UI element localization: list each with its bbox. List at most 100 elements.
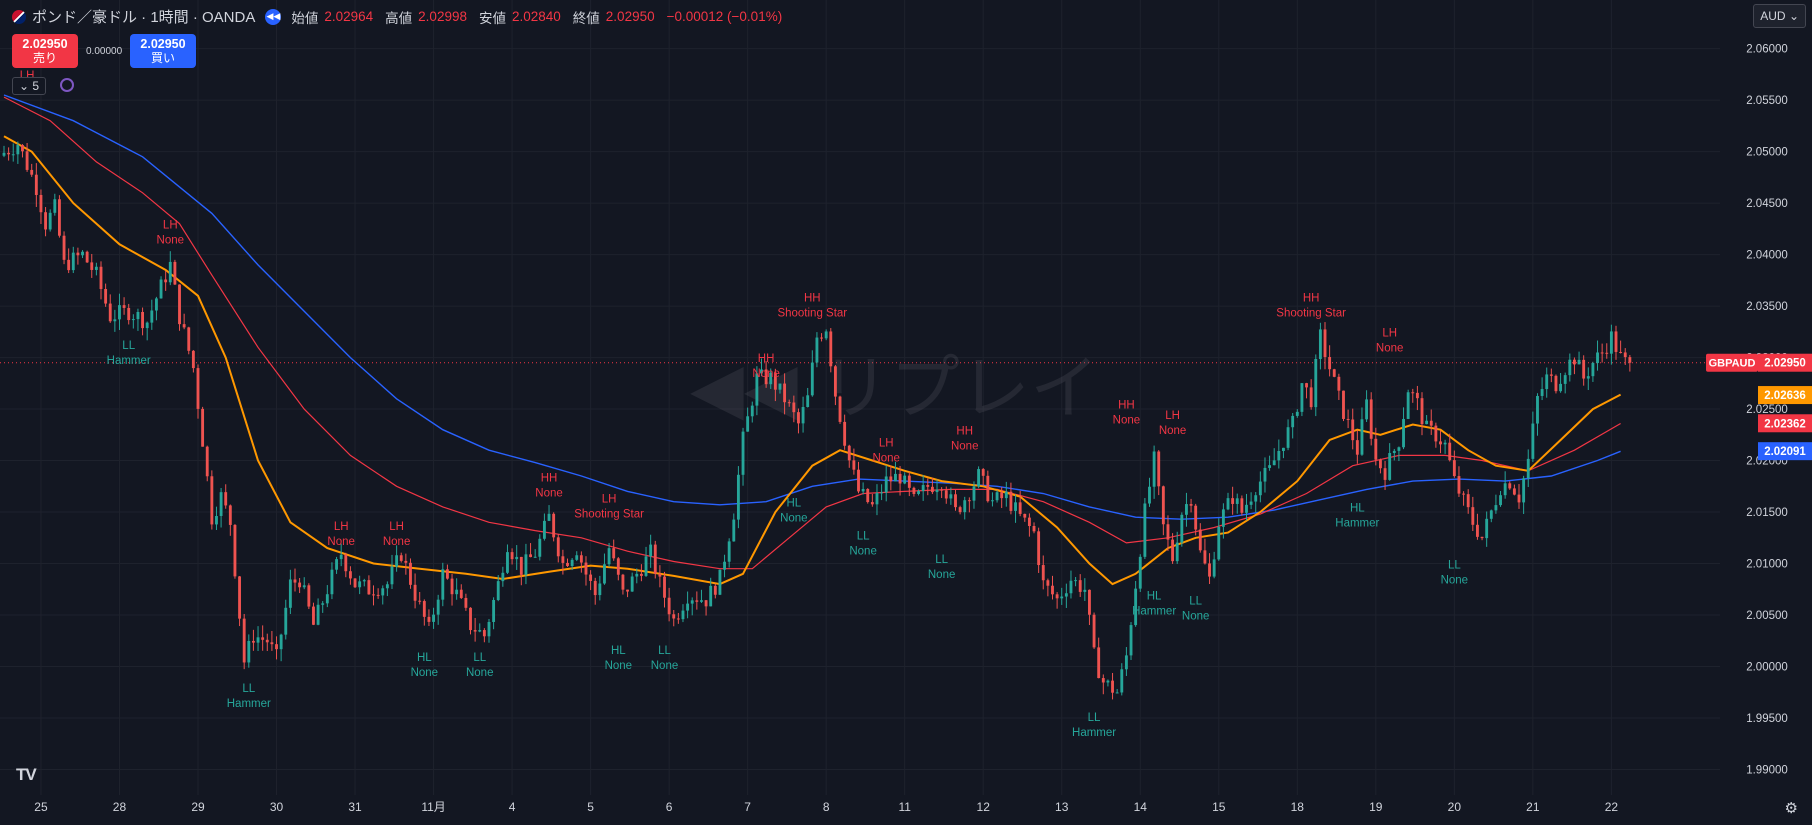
- swing-label-type: HH: [1118, 400, 1135, 412]
- swing-label-type: LL: [857, 531, 870, 543]
- currency-select[interactable]: AUD ⌄: [1753, 4, 1806, 28]
- price-axis[interactable]: 2.06000 2.05500 2.05000 2.04500 2.04000 2.035…: [1706, 0, 1812, 825]
- candle-body: [1415, 392, 1419, 399]
- time-tick-label: 22: [1605, 800, 1619, 814]
- candle-body: [1351, 419, 1355, 441]
- candle-body: [1074, 580, 1078, 582]
- candle-body: [57, 199, 61, 236]
- swing-label-pattern: None: [327, 536, 355, 548]
- candle-body: [727, 541, 731, 562]
- candle-body: [228, 505, 232, 525]
- candle-body: [1600, 352, 1604, 354]
- candle-body: [954, 494, 957, 508]
- time-tick-label: 31: [348, 800, 362, 814]
- candle-body: [792, 402, 796, 413]
- candle-body: [875, 492, 879, 505]
- candle-body: [746, 416, 750, 432]
- ma-value-label: 2.02362: [1764, 418, 1806, 430]
- price-axis-panel: [1720, 0, 1812, 825]
- candle-body: [316, 604, 320, 625]
- candle-body: [1180, 514, 1184, 543]
- candle-body: [1536, 395, 1539, 424]
- candle-body: [584, 562, 588, 575]
- candle-body: [312, 606, 315, 625]
- candle-body: [991, 500, 994, 502]
- spread-value: 0.00000: [86, 45, 123, 57]
- price-tick-label: 1.99500: [1746, 713, 1788, 725]
- candle-body: [1503, 483, 1507, 496]
- symbol-title[interactable]: ポンド／豪ドル · 1時間 · OANDA: [32, 9, 256, 26]
- candle-body: [658, 573, 662, 577]
- candle-body: [995, 492, 999, 501]
- candle-body: [1051, 585, 1054, 595]
- candle-body: [1628, 357, 1632, 363]
- candle-body: [1554, 375, 1558, 392]
- candle-body: [1263, 467, 1267, 482]
- gear-icon[interactable]: ⚙: [1784, 800, 1798, 817]
- candle-body: [894, 473, 897, 482]
- candle-body: [1374, 438, 1378, 460]
- candle-body: [1124, 655, 1128, 670]
- candle-body: [215, 515, 218, 525]
- candle-body: [1318, 329, 1322, 359]
- candle-body: [935, 489, 939, 493]
- candle-body: [418, 600, 422, 602]
- candle-body: [639, 573, 643, 576]
- candle-body: [1577, 359, 1581, 365]
- indicators-toggle-button[interactable]: ⌄ 5: [12, 77, 47, 95]
- candle-body: [556, 537, 560, 557]
- time-tick-label: 20: [1448, 800, 1462, 814]
- candle-body: [62, 235, 66, 260]
- candle-body: [284, 607, 288, 635]
- candle-body: [1120, 669, 1124, 693]
- candle-body: [644, 556, 648, 576]
- time-tick-label: 21: [1526, 800, 1540, 814]
- candle-body: [1203, 550, 1207, 564]
- candle-body: [949, 494, 953, 499]
- price-tick-label: 2.01500: [1746, 507, 1788, 519]
- candle-body: [30, 169, 34, 175]
- tradingview-logo[interactable]: TV: [16, 765, 37, 784]
- candle-body: [224, 492, 228, 506]
- candle-body: [1508, 483, 1512, 489]
- candle-body: [275, 644, 278, 650]
- candle-body: [44, 212, 48, 230]
- candle-body: [603, 564, 606, 584]
- candle-body: [173, 261, 177, 285]
- time-tick-label: 4: [509, 800, 516, 814]
- candle-body: [256, 637, 260, 643]
- buy-button[interactable]: 2.02950 買い: [130, 34, 196, 68]
- candle-body: [21, 145, 24, 152]
- time-axis[interactable]: 25 28 29 30 31 11月 4 5 6 7 8 11 12 13 14 15 18 19 20 21 22: [34, 800, 1618, 814]
- sell-button[interactable]: 2.02950 売り: [12, 34, 78, 68]
- price-tick-label: 2.05500: [1746, 95, 1788, 107]
- sync-icon[interactable]: [60, 78, 74, 92]
- candle-body: [1138, 556, 1142, 589]
- candle-body: [676, 618, 680, 620]
- swing-label-pattern: Shooting Star: [777, 307, 847, 319]
- candle-body: [344, 554, 348, 572]
- candle-body: [321, 603, 325, 605]
- symbol-header: ポンド／豪ドル · 1時間 · OANDA ◀◀ 始値 2.02964 高値 2.0…: [12, 6, 782, 27]
- replay-icon[interactable]: ◀◀: [265, 8, 282, 25]
- candle-body: [866, 488, 870, 503]
- candle-body: [1494, 505, 1498, 511]
- candle-body: [1268, 465, 1272, 468]
- candle-body: [921, 485, 925, 492]
- candle-body: [824, 331, 828, 339]
- candle-body: [1083, 589, 1087, 592]
- candle-body: [385, 584, 389, 589]
- candle-body: [815, 337, 819, 363]
- time-tick-label: 25: [34, 800, 48, 814]
- candle-body: [1346, 418, 1350, 420]
- candle-body: [538, 538, 542, 557]
- candle-body: [884, 476, 888, 493]
- candle-body: [1314, 358, 1318, 408]
- last-price-label: 2.02950: [1764, 358, 1806, 370]
- close-value: 2.02950: [605, 9, 655, 24]
- candle-body: [695, 600, 699, 602]
- last-price-badge: [1758, 353, 1812, 372]
- candle-body: [1106, 680, 1110, 683]
- candle-body: [977, 469, 981, 487]
